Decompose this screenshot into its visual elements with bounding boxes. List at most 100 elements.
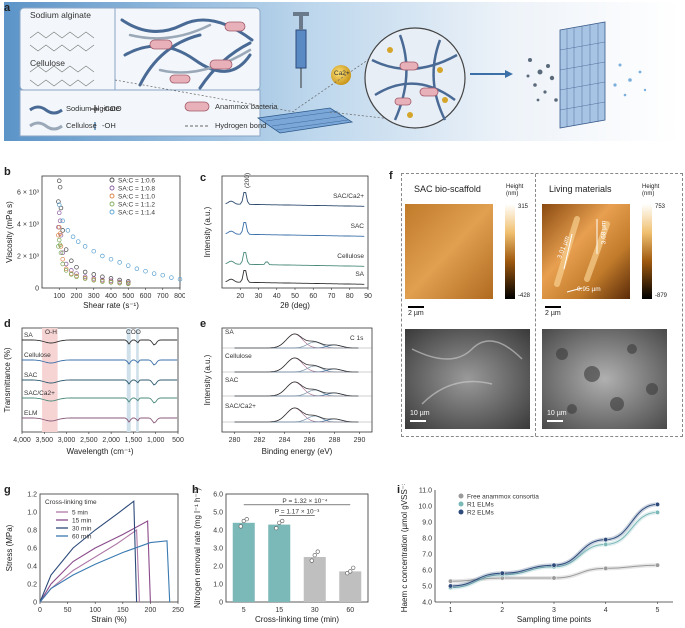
h-point [244, 517, 249, 522]
d-xtick: 3,000 [58, 437, 76, 444]
b-xtick: 400 [105, 293, 117, 300]
h-bar [232, 522, 255, 602]
g-xlabel: Strain (%) [91, 615, 127, 624]
h-ytick: 6.0 [213, 492, 223, 499]
i-xtick: 3 [552, 607, 556, 614]
d-band-oh [42, 328, 58, 432]
b-point [57, 242, 63, 248]
g-series-line [39, 528, 140, 603]
cbar-title-left: Height (nm) [506, 184, 524, 197]
h-point [345, 571, 350, 576]
chart-g: 0 50 100 150 200 250 0 0.2 0.4 0.6 0.8 1.0 1.2 5 min1… [5, 492, 184, 625]
b-point [57, 218, 63, 224]
b-point [60, 218, 65, 224]
b-point [60, 228, 65, 233]
legend-anammox: Anammox bacteria [215, 102, 278, 111]
h-ylabel: Nitrogen removal rate (mg l⁻¹ h⁻¹) [193, 488, 202, 608]
c-xtick: 60 [309, 293, 317, 300]
afm-left-title: SAC bio-scaffold [414, 184, 481, 194]
b-point [82, 276, 88, 281]
b-ylabel: Viscosity (mPa s) [5, 201, 14, 263]
b-legend-label: SA:C = 1:0.6 [118, 178, 155, 185]
b-point [125, 263, 131, 268]
d-xtick: 4,000 [13, 437, 31, 444]
i-ytick: 10.0 [418, 504, 432, 511]
b-legend-marker [109, 185, 115, 191]
chart-d: 4,000 3,500 3,000 2,500 2,000 1,500 1,000 500 SA… [3, 327, 184, 456]
b-xlabel: Shear rate (s⁻¹) [83, 301, 139, 310]
i-legend-marker [458, 501, 464, 507]
inset-title-cellulose: Cellulose [30, 58, 65, 68]
b-legend-marker [109, 177, 115, 183]
i-ytick: 4.0 [422, 600, 432, 607]
e-annotation: C 1s [350, 335, 364, 342]
i-point [655, 562, 660, 568]
b-point [63, 261, 69, 267]
filtration-icon [526, 21, 647, 129]
d-xtick: 2,000 [102, 437, 120, 444]
chart-b: 100 200 300 400 500 600 700 800 0 2 × 10³ 4 × 10³ 6… [5, 175, 185, 310]
b-point [70, 234, 76, 240]
h-bar [268, 524, 291, 602]
b-point [100, 253, 105, 259]
b-xtick: 300 [88, 293, 100, 300]
scale-label-sem-right: 10 µm [547, 410, 567, 417]
b-point [91, 272, 96, 277]
c-ylabel: Intensity (a.u.) [203, 206, 212, 257]
b-point [63, 247, 69, 252]
h-ytick: 2.0 [213, 564, 223, 571]
cbar-left-min: -428 [518, 293, 531, 299]
h-ytick: 0 [219, 600, 223, 607]
d-series-label: Cellulose [24, 352, 51, 359]
c-peak-label: (200) [244, 173, 251, 188]
b-legend-label: SA:C = 1:1.4 [118, 210, 155, 217]
legend-hbond: Hydrogen bond [215, 121, 267, 130]
d-xtick: 1,000 [147, 437, 165, 444]
i-xtick: 2 [500, 607, 504, 614]
i-ytick: 8.0 [422, 536, 432, 543]
panel-label-e: e [200, 318, 207, 330]
sodium-alginate-icon [29, 105, 63, 115]
c-series-label: SAC/Ca2+ [333, 193, 364, 200]
b-point [63, 266, 69, 272]
scale-label-sem-left: 10 µm [410, 410, 430, 417]
e-xtick: 282 [254, 437, 266, 444]
plot-frame [221, 327, 373, 433]
panel-label-f: f [389, 170, 393, 182]
e-fit-component [234, 389, 359, 397]
b-point [117, 277, 122, 283]
afm-image-scaffold [405, 204, 493, 299]
b-point [56, 202, 62, 208]
b-xtick: 500 [122, 293, 134, 300]
d-series-line [22, 339, 178, 346]
c-xtick: 20 [236, 293, 244, 300]
b-point [69, 258, 74, 264]
h-xtick: 30 [311, 607, 319, 614]
b-point [177, 276, 183, 282]
d-band-coo-1 [126, 328, 131, 432]
b-point [160, 272, 166, 278]
h-ytick: 1.0 [213, 582, 223, 589]
g-ytick: 0 [33, 600, 37, 607]
chart-i: 1 2 3 4 5 4.0 5.0 6.0 7.0 8.0 9.0 10.0 11.0 Free anam… [400, 484, 673, 624]
e-xtick: 286 [304, 437, 316, 444]
e-envelope [234, 407, 359, 423]
b-xtick: 100 [53, 293, 65, 300]
e-series-label: SA [225, 329, 234, 336]
i-series-band [450, 502, 658, 588]
d-band-label-oh: O-H [45, 329, 57, 336]
g-xtick: 0 [38, 607, 42, 614]
b-point [143, 268, 148, 274]
g-series-line [39, 500, 138, 603]
d-series-line [22, 379, 178, 386]
zoom-circle [364, 27, 466, 129]
d-series-line [22, 397, 178, 404]
cellulose-icon [29, 121, 63, 131]
b-point [125, 281, 131, 287]
e-fit-component [234, 415, 359, 423]
d-series-label: SAC/Ca2+ [24, 390, 55, 397]
cbar-title-right: Height (nm) [642, 184, 660, 197]
b-point [91, 248, 96, 254]
b-legend-marker [109, 193, 115, 199]
coo-icon [91, 105, 99, 113]
